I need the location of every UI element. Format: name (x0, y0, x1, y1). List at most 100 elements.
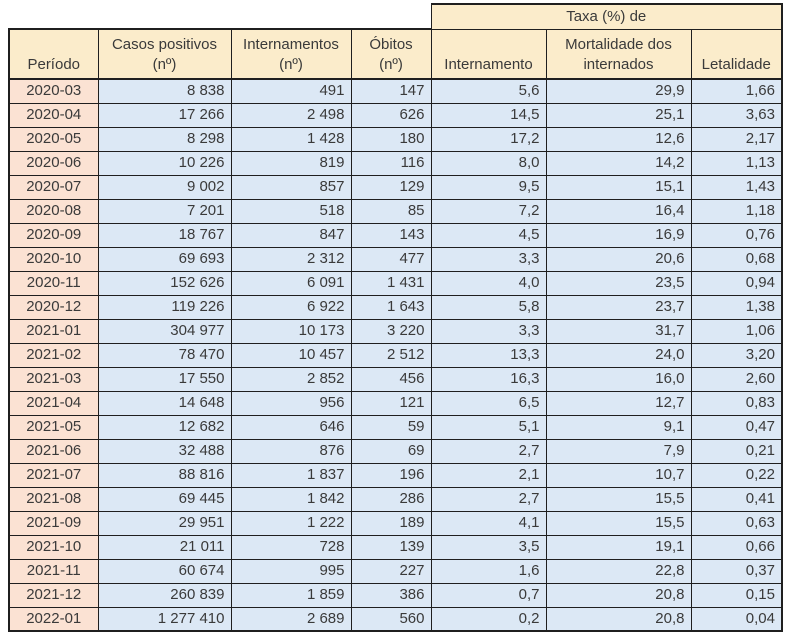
hospitalization-rate-cell: 4,5 (430, 222, 547, 248)
cases-cell: 29 951 (97, 510, 232, 536)
hospitalization-rate-cell: 2,7 (430, 486, 547, 512)
hospitalization-rate-cell: 3,5 (430, 534, 547, 560)
hospitalization-rate-cell: 13,3 (430, 342, 547, 368)
hospitalization-rate-cell: 4,0 (430, 270, 547, 296)
cases-cell: 119 226 (97, 294, 232, 320)
lethality-cell: 0,94 (690, 270, 783, 296)
table-row: 2021-08 69 445 1 842 286 2,7 15,5 0,41 (8, 486, 783, 512)
hospitalization-rate-cell: 5,6 (430, 78, 547, 104)
hospitalized-mortality-cell: 15,5 (545, 486, 692, 512)
hospitalized-mortality-cell: 25,1 (545, 102, 692, 128)
hospitalized-mortality-cell: 14,2 (545, 150, 692, 176)
deaths-cell: 129 (350, 174, 432, 200)
table-row: 2020-06 10 226 819 116 8,0 14,2 1,13 (8, 150, 783, 176)
cases-cell: 304 977 (97, 318, 232, 344)
empty-corner (9, 4, 431, 29)
deaths-cell: 59 (350, 414, 432, 440)
deaths-cell: 560 (350, 606, 432, 632)
cases-cell: 60 674 (97, 558, 232, 584)
hospitalization-rate-cell: 2,1 (430, 462, 547, 488)
hospitalization-rate-cell: 4,1 (430, 510, 547, 536)
hospitalization-rate-cell: 14,5 (430, 102, 547, 128)
hospitalizations-cell: 646 (230, 414, 352, 440)
deaths-cell: 1 643 (350, 294, 432, 320)
table-row: 2020-07 9 002 857 129 9,5 15,1 1,43 (8, 174, 783, 200)
hospitalized-mortality-cell: 15,1 (545, 174, 692, 200)
deaths-cell: 386 (350, 582, 432, 608)
cases-cell: 78 470 (97, 342, 232, 368)
deaths-cell: 143 (350, 222, 432, 248)
hospitalizations-cell: 819 (230, 150, 352, 176)
hospitalizations-cell: 10 457 (230, 342, 352, 368)
lethality-cell: 1,06 (690, 318, 783, 344)
period-cell: 2021-09 (8, 510, 99, 536)
table-row: 2021-12 260 839 1 859 386 0,7 20,8 0,15 (8, 582, 783, 608)
cases-cell: 12 682 (97, 414, 232, 440)
hospitalizations-cell: 847 (230, 222, 352, 248)
hospitalized-mortality-cell: 12,6 (545, 126, 692, 152)
deaths-cell: 180 (350, 126, 432, 152)
hospitalization-rate-cell: 5,1 (430, 414, 547, 440)
period-cell: 2020-09 (8, 222, 99, 248)
cases-cell: 32 488 (97, 438, 232, 464)
deaths-cell: 189 (350, 510, 432, 536)
cases-cell: 21 011 (97, 534, 232, 560)
hospitalization-rate-cell: 16,3 (430, 366, 547, 392)
hospitalization-rate-cell: 0,2 (430, 606, 547, 632)
lethality-cell: 0,41 (690, 486, 783, 512)
lethality-cell: 0,15 (690, 582, 783, 608)
hospitalized-mortality-cell: 20,6 (545, 246, 692, 272)
hospitalized-mortality-cell: 19,1 (545, 534, 692, 560)
hospitalized-mortality-cell: 9,1 (545, 414, 692, 440)
hospitalized-mortality-cell: 16,4 (545, 198, 692, 224)
cases-cell: 9 002 (97, 174, 232, 200)
hospitalized-mortality-cell: 29,9 (545, 78, 692, 104)
hospitalization-rate-cell: 7,2 (430, 198, 547, 224)
hospitalized-mortality-cell: 7,9 (545, 438, 692, 464)
col-header-obitos: Óbitos (nº) (350, 28, 432, 80)
hospitalization-rate-cell: 9,5 (430, 174, 547, 200)
deaths-cell: 85 (350, 198, 432, 224)
hospitalization-rate-cell: 8,0 (430, 150, 547, 176)
cases-cell: 17 266 (97, 102, 232, 128)
cases-cell: 8 838 (97, 78, 232, 104)
deaths-cell: 626 (350, 102, 432, 128)
hospitalized-mortality-cell: 20,8 (545, 606, 692, 632)
lethality-cell: 0,47 (690, 414, 783, 440)
lethality-cell: 2,60 (690, 366, 783, 392)
data-table: Taxa (%) de Período Casos positivos (nº)… (8, 3, 783, 632)
deaths-cell: 147 (350, 78, 432, 104)
period-cell: 2021-01 (8, 318, 99, 344)
table-row: 2021-06 32 488 876 69 2,7 7,9 0,21 (8, 438, 783, 464)
col-header-taxa-internamento: Internamento (430, 28, 547, 80)
group-header-taxa: Taxa (%) de (430, 3, 783, 30)
lethality-cell: 3,63 (690, 102, 783, 128)
period-cell: 2021-03 (8, 366, 99, 392)
cases-cell: 88 816 (97, 462, 232, 488)
period-cell: 2021-06 (8, 438, 99, 464)
hospitalization-rate-cell: 3,3 (430, 318, 547, 344)
cases-cell: 18 767 (97, 222, 232, 248)
hospitalizations-cell: 2 689 (230, 606, 352, 632)
lethality-cell: 0,63 (690, 510, 783, 536)
hospitalized-mortality-cell: 15,5 (545, 510, 692, 536)
lethality-cell: 1,66 (690, 78, 783, 104)
period-cell: 2021-05 (8, 414, 99, 440)
cases-cell: 8 298 (97, 126, 232, 152)
deaths-cell: 139 (350, 534, 432, 560)
lethality-cell: 0,37 (690, 558, 783, 584)
period-cell: 2020-05 (8, 126, 99, 152)
period-cell: 2021-10 (8, 534, 99, 560)
hospitalized-mortality-cell: 10,7 (545, 462, 692, 488)
table-row: 2021-11 60 674 995 227 1,6 22,8 0,37 (8, 558, 783, 584)
period-cell: 2020-07 (8, 174, 99, 200)
hospitalizations-cell: 1 837 (230, 462, 352, 488)
table-row: 2020-11 152 626 6 091 1 431 4,0 23,5 0,94 (8, 270, 783, 296)
table-body: 2020-03 8 838 491 147 5,6 29,9 1,66 2020-04 17 2… (8, 78, 783, 632)
lethality-cell: 0,76 (690, 222, 783, 248)
period-cell: 2022-01 (8, 606, 99, 632)
cases-cell: 152 626 (97, 270, 232, 296)
table-row: 2021-02 78 470 10 457 2 512 13,3 24,0 3,20 (8, 342, 783, 368)
period-cell: 2020-08 (8, 198, 99, 224)
cases-cell: 1 277 410 (97, 606, 232, 632)
